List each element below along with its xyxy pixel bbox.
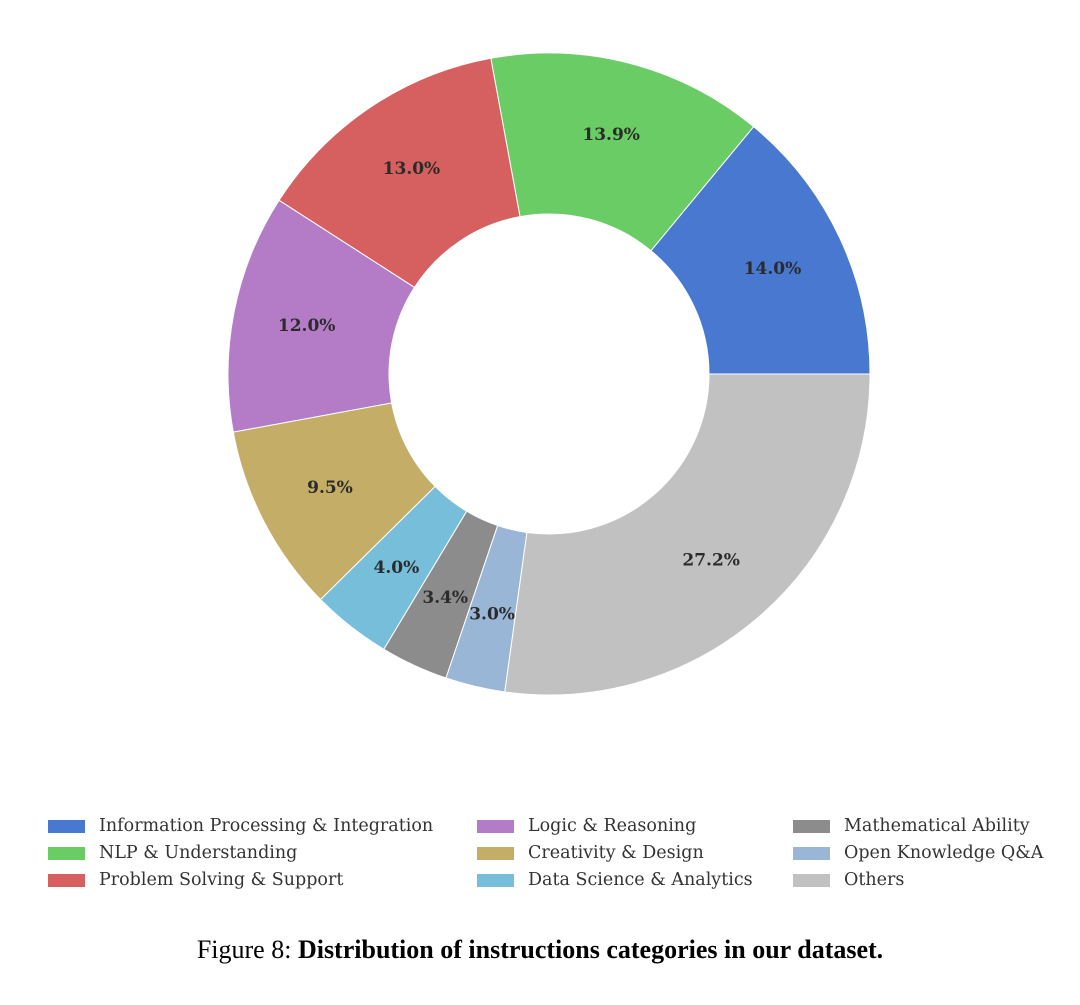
legend-swatch xyxy=(477,846,514,860)
legend-item: Creativity & Design xyxy=(477,841,704,865)
legend-item: Others xyxy=(793,868,904,892)
legend-item: NLP & Understanding xyxy=(48,841,297,865)
legend-item: Problem Solving & Support xyxy=(48,868,343,892)
legend-label: Creativity & Design xyxy=(528,843,704,863)
slice-label: 3.0% xyxy=(469,604,515,624)
legend-item: Logic & Reasoning xyxy=(477,814,696,838)
legend-label: Data Science & Analytics xyxy=(528,870,753,890)
legend-item: Information Processing & Integration xyxy=(48,814,433,838)
slice-problem-solving-support xyxy=(278,57,521,289)
figure-caption: Figure 8: Distribution of instructions c… xyxy=(0,935,1080,965)
legend-swatch xyxy=(793,846,830,860)
legend-item: Open Knowledge Q&A xyxy=(793,841,1043,865)
legend-label: Information Processing & Integration xyxy=(99,816,434,836)
legend-swatch xyxy=(48,819,85,833)
legend-swatch xyxy=(48,846,85,860)
slice-label: 3.4% xyxy=(422,588,468,608)
legend-item: Data Science & Analytics xyxy=(477,868,753,892)
slice-label: 27.2% xyxy=(682,550,740,570)
legend-label: Problem Solving & Support xyxy=(99,870,344,890)
slice-label: 13.9% xyxy=(582,125,640,145)
legend-item: Mathematical Ability xyxy=(793,814,1030,838)
caption-title: Distribution of instructions categories … xyxy=(297,935,884,964)
slice-label: 14.0% xyxy=(744,259,802,279)
slice-logic-reasoning xyxy=(227,199,416,433)
legend-label: Logic & Reasoning xyxy=(528,816,697,836)
legend-swatch xyxy=(477,819,514,833)
slice-label: 12.0% xyxy=(278,316,336,336)
legend: Information Processing & Integration NLP … xyxy=(48,814,1058,898)
slice-nlp-understanding xyxy=(490,52,755,252)
legend-label: Mathematical Ability xyxy=(844,816,1030,836)
slice-information-processing-integration xyxy=(650,125,871,375)
legend-swatch xyxy=(477,873,514,887)
legend-swatch xyxy=(48,873,85,887)
slice-label: 9.5% xyxy=(307,478,353,498)
slice-label: 13.0% xyxy=(383,159,441,179)
legend-label: NLP & Understanding xyxy=(99,843,298,863)
donut-chart: 14.0% 13.9% 13.0% 12.0% 9.5% 4.0%3.4%3.0% 27.2… xyxy=(227,52,871,696)
legend-label: Open Knowledge Q&A xyxy=(844,843,1044,863)
legend-label: Others xyxy=(844,870,905,890)
legend-swatch xyxy=(793,819,830,833)
slice-labels: 14.0% 13.9% 13.0% 12.0% 9.5% 4.0%3.4%3.0% 27.2… xyxy=(278,125,801,624)
slice-others xyxy=(504,373,871,696)
donut-slices xyxy=(227,52,871,696)
slice-label: 4.0% xyxy=(374,558,420,578)
caption-prefix: Figure 8: xyxy=(196,935,298,964)
legend-swatch xyxy=(793,873,830,887)
